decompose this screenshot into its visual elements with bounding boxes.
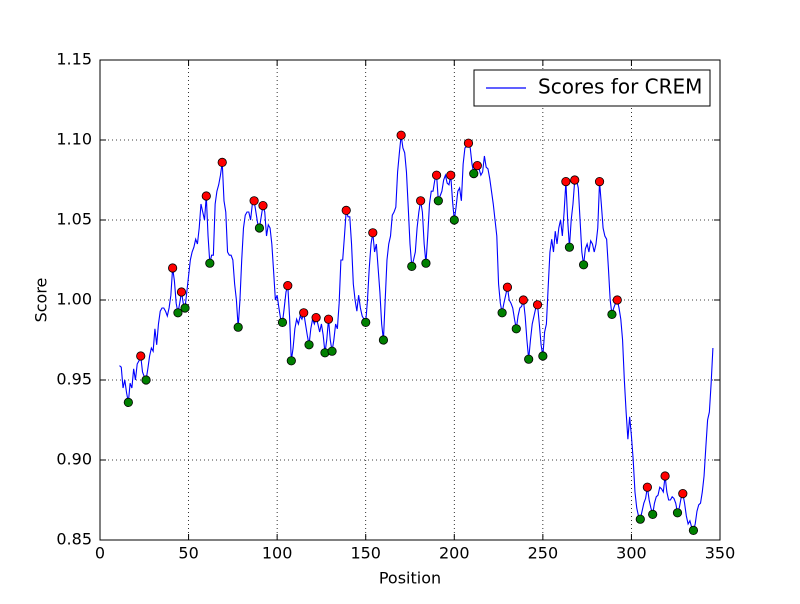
data-point	[283, 280, 293, 291]
data-point	[141, 375, 151, 385]
data-point	[635, 514, 645, 524]
data-point	[688, 525, 699, 536]
data-point	[396, 130, 406, 140]
data-point	[612, 295, 622, 305]
data-point	[205, 258, 215, 268]
y-tick-label: 1.15	[56, 50, 92, 69]
y-tick-label: 0.90	[56, 450, 92, 469]
data-point	[660, 471, 670, 481]
data-point	[304, 340, 314, 350]
data-point	[180, 303, 190, 313]
data-point	[648, 509, 658, 520]
data-point	[561, 177, 571, 187]
data-point	[217, 157, 227, 167]
legend: Scores for CREM	[473, 69, 711, 107]
data-point	[594, 177, 605, 187]
data-point	[433, 196, 443, 206]
y-tick-label: 0.85	[56, 530, 92, 549]
x-tick-label: 200	[439, 544, 470, 563]
data-point	[570, 175, 580, 185]
data-point	[123, 397, 133, 407]
data-point	[538, 351, 548, 361]
data-point	[497, 308, 507, 318]
data-point	[173, 308, 183, 318]
data-point	[607, 309, 617, 319]
data-point	[524, 354, 534, 364]
x-tick-label: 150	[350, 544, 381, 563]
y-tick-label: 1.05	[56, 210, 92, 229]
data-line	[119, 135, 714, 532]
data-point	[469, 169, 479, 179]
data-point	[463, 138, 474, 148]
data-point	[678, 488, 688, 499]
data-point	[323, 314, 334, 324]
data-point	[311, 312, 321, 323]
data-point	[532, 300, 543, 310]
x-tick-label: 350	[705, 544, 736, 563]
data-point	[502, 282, 513, 292]
data-point	[286, 356, 296, 366]
data-point	[642, 482, 652, 492]
data-point	[421, 258, 431, 268]
data-point	[368, 228, 378, 238]
y-tick-label: 1.10	[56, 130, 92, 149]
data-point	[299, 308, 309, 318]
data-point	[136, 351, 146, 361]
x-tick-label: 300	[616, 544, 647, 563]
y-axis-label: Score	[32, 278, 51, 323]
x-tick-label: 50	[178, 544, 198, 563]
x-tick-label: 250	[528, 544, 559, 563]
data-point	[378, 335, 389, 345]
data-point	[258, 201, 268, 211]
data-point	[176, 287, 187, 297]
data-point	[578, 260, 589, 270]
data-point	[249, 196, 259, 206]
data-point	[672, 508, 683, 518]
data-point	[233, 322, 243, 332]
data-point	[416, 196, 426, 206]
data-point	[361, 317, 371, 327]
data-point	[277, 317, 288, 327]
data-point	[254, 223, 265, 233]
x-axis-label: Position	[379, 569, 441, 588]
data-point	[564, 242, 575, 252]
y-tick-label: 0.95	[56, 370, 92, 389]
data-point	[168, 263, 178, 273]
data-point	[431, 170, 442, 180]
data-point	[407, 261, 417, 271]
data-point	[327, 346, 337, 356]
y-tick-label: 1.00	[56, 290, 92, 309]
data-point	[449, 215, 459, 225]
data-point	[511, 324, 521, 334]
x-tick-label: 0	[95, 544, 105, 563]
data-point	[446, 170, 456, 180]
legend-label: Scores for CREM	[538, 75, 702, 99]
x-tick-label: 100	[262, 544, 293, 563]
data-point	[201, 191, 211, 201]
plot-frame	[99, 59, 721, 541]
data-point	[472, 161, 482, 171]
data-point	[341, 205, 351, 215]
data-point	[518, 295, 528, 305]
